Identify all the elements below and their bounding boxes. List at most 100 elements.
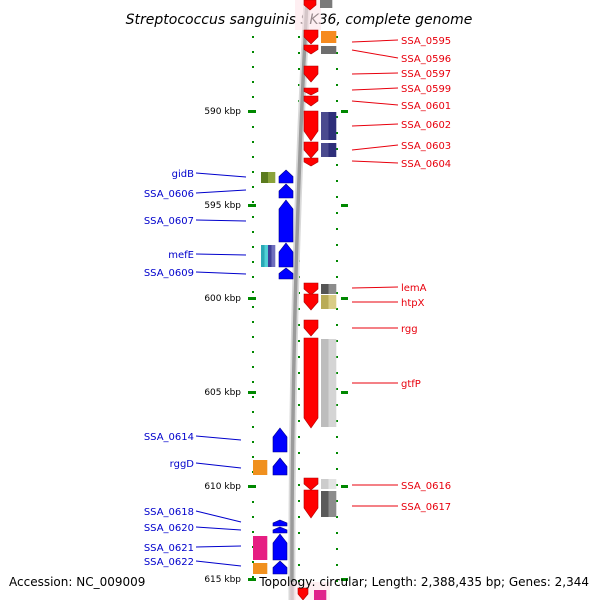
ruler-tick-right [341,297,348,300]
reverse-gene-arrow [278,199,294,243]
forward-gene-label: SSA_0603 [401,141,451,152]
reverse-gene-label: SSA_0620 [144,523,194,534]
forward-gene-leader [351,100,399,106]
forward-gene-leader [351,39,399,43]
reverse-gene-label: SSA_0621 [144,543,194,554]
reverse-gene-leader [195,435,242,441]
reverse-gene-leader [195,253,247,256]
reverse-gene-arrow [272,533,288,561]
forward-gene-arrow [303,44,319,55]
ruler-tick-right [341,204,348,207]
forward-gene-arrow [303,110,319,142]
feature-fragment-top [320,0,333,8]
reverse-gene-arrow [272,427,288,453]
gene-fragment-bottom [297,587,309,600]
ruler-tick-right [341,110,348,113]
gene-feature-box [321,31,337,43]
forward-gene-arrow [303,293,319,311]
forward-gene-label: SSA_0597 [401,69,451,80]
gene-feature-box [321,46,337,54]
forward-gene-arrow [303,29,319,45]
gene-fragment-top [303,0,317,11]
forward-gene-label: SSA_0616 [401,481,451,492]
reverse-gene-label: SSA_0614 [144,432,194,443]
ruler-tick [248,391,256,394]
forward-gene-arrow [303,489,319,519]
reverse-gene-label: SSA_0609 [144,268,194,279]
ruler-tick [248,204,256,207]
reverse-gene-arrow [272,519,288,527]
reverse-gene-label: rggD [170,459,195,470]
ruler-tick-right [341,485,348,488]
forward-gene-leader [351,87,399,91]
forward-gene-arrow [303,282,319,296]
forward-gene-leader [351,49,399,59]
forward-gene-label: lemA [401,283,427,294]
reverse-gene-label: SSA_0618 [144,507,194,518]
forward-gene-arrow [303,157,319,167]
gene-feature-box [253,563,268,574]
gene-feature-box [321,479,337,489]
ruler-tick-right [341,578,348,581]
map-decorations [252,0,338,600]
forward-gene-label: gtfP [401,379,421,390]
reverse-gene-arrow [278,267,294,280]
forward-gene-leader [351,144,399,151]
forward-gene-leader [351,123,399,127]
ruler-tick-label: 615 kbp [204,575,241,585]
gene-feature-box [321,112,337,140]
forward-gene-arrow [303,337,319,429]
reverse-gene-leader [195,510,242,523]
gene-track: SSA_0595 SSA_0596 SSA_0597 SSA_0599 SSA_0601… [144,0,451,600]
reverse-gene-leader [195,172,247,178]
gene-feature-box [321,284,337,294]
reverse-gene-label: SSA_0606 [144,189,194,200]
ruler-tick-right [341,391,348,394]
gene-feature-box [253,536,268,560]
gene-feature-box [321,143,337,157]
reverse-gene-leader [195,526,242,531]
reverse-gene-label: mefE [168,250,194,261]
forward-gene-label: SSA_0617 [401,502,451,513]
forward-gene-label: SSA_0599 [401,84,451,95]
forward-gene-label: SSA_0595 [401,36,451,47]
gene-feature-box [321,295,337,309]
forward-gene-leader [351,160,399,164]
forward-gene-label: SSA_0602 [401,120,451,131]
reverse-gene-leader [195,271,247,275]
gene-feature-box [261,245,276,267]
forward-gene-arrow [303,95,319,107]
ruler-tick-label: 610 kbp [204,482,241,492]
reverse-gene-arrow [278,242,294,268]
ruler: 590 kbp 595 kbp 600 kbp 605 kbp 610 kbp 615 k… [204,107,348,585]
gene-feature-box [321,491,337,517]
ruler-tick-label: 595 kbp [204,201,241,211]
forward-gene-leader [351,286,399,289]
gene-feature-box [253,460,268,475]
accession-text: Accession: NC_009009 [9,575,145,589]
reverse-gene-leader [195,219,247,222]
forward-gene-label: htpX [401,298,425,309]
forward-gene-arrow [303,65,319,83]
reverse-gene-label: SSA_0622 [144,557,194,568]
reverse-gene-arrow [272,526,288,534]
forward-gene-arrow [303,319,319,337]
forward-gene-label: SSA_0601 [401,101,451,112]
reverse-gene-label: SSA_0607 [144,216,194,227]
forward-gene-arrow [303,141,319,159]
genome-summary-text: Topology: circular; Length: 2,388,435 bp… [258,575,589,589]
forward-gene-label: rgg [401,324,418,335]
feature-fragment-bottom [314,590,327,600]
track-dots-forward [336,36,338,582]
ruler-dots-outer [252,36,254,578]
reverse-gene-arrow [278,169,294,184]
reverse-gene-leader [195,462,242,469]
ruler-tick [248,578,256,581]
ruler-tick [248,297,256,300]
reverse-gene-leader [195,545,242,548]
reverse-gene-leader [195,560,242,567]
forward-gene-arrow [303,477,319,491]
ruler-tick [248,110,256,113]
reverse-gene-arrow [272,457,288,476]
